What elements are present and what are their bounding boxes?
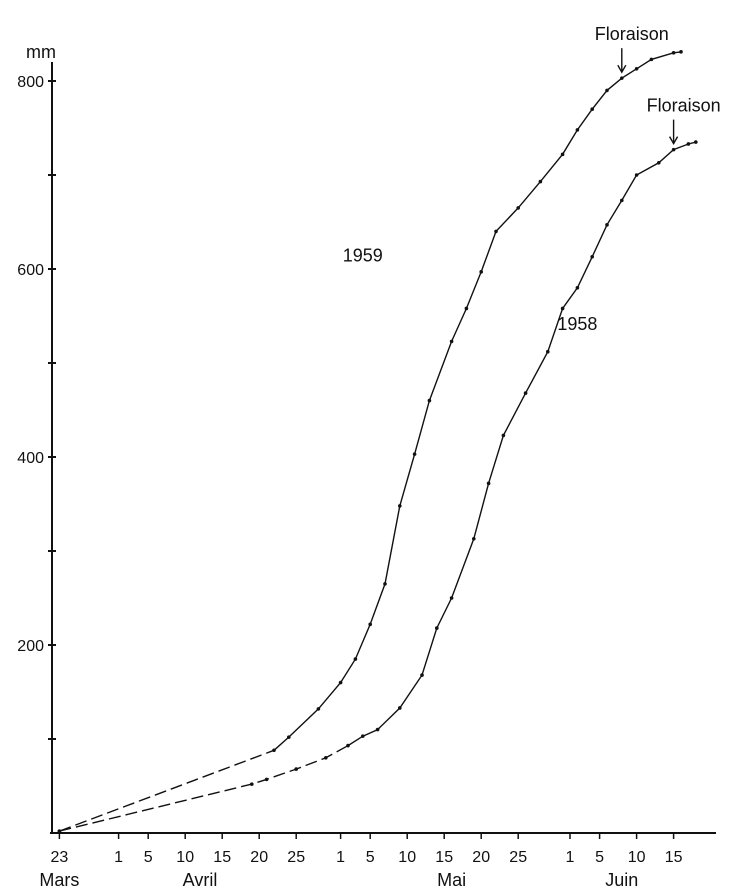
series-line-dashed	[59, 749, 275, 832]
data-point	[287, 735, 291, 739]
data-point	[620, 198, 624, 203]
month-label: Mai	[437, 870, 466, 890]
series-1958	[57, 140, 698, 833]
data-point	[464, 306, 469, 311]
data-point	[575, 286, 580, 290]
x-tick-label: 20	[472, 849, 490, 866]
data-point	[449, 596, 454, 600]
x-tick-label: 5	[595, 849, 604, 866]
data-point	[449, 339, 454, 344]
x-tick-label: 15	[213, 849, 231, 866]
data-point	[57, 829, 62, 833]
y-tick-label: 600	[17, 262, 44, 279]
x-tick-label: 5	[144, 849, 153, 866]
data-point	[560, 152, 565, 157]
series-label-1959: 1959	[343, 245, 383, 265]
data-point	[501, 433, 506, 438]
data-point	[412, 452, 417, 456]
data-point	[560, 306, 565, 311]
x-tick-label: 10	[628, 849, 646, 866]
data-point	[250, 782, 254, 786]
data-point	[324, 756, 328, 760]
data-point	[375, 727, 380, 732]
data-point	[338, 680, 343, 685]
data-point	[294, 767, 299, 771]
annotation-label: Floraison	[595, 24, 669, 44]
data-point	[427, 398, 432, 403]
data-point	[435, 626, 439, 630]
data-point	[546, 349, 550, 354]
axes: mm	[26, 42, 716, 834]
x-tick-label: 15	[435, 849, 453, 866]
data-point	[657, 160, 661, 165]
data-point	[398, 706, 402, 710]
x-tick-label: 23	[51, 849, 69, 866]
data-point	[620, 76, 624, 80]
data-point	[575, 128, 580, 132]
data-point	[368, 622, 373, 627]
x-tick-label: 1	[566, 849, 575, 866]
data-point	[686, 142, 691, 146]
y-tick-label: 800	[17, 74, 44, 91]
data-point	[649, 57, 654, 62]
annotation-label: Floraison	[647, 96, 721, 116]
data-point	[590, 254, 594, 259]
month-label: Avril	[183, 870, 218, 890]
series-line	[273, 51, 682, 751]
annotation-arrow-head	[617, 64, 627, 74]
series-layer	[57, 50, 698, 833]
x-tick-label: 10	[398, 849, 416, 866]
data-point	[361, 734, 365, 738]
y-tick-label: 200	[17, 638, 44, 655]
data-point	[486, 481, 491, 486]
x-tick-label: 1	[114, 849, 123, 866]
data-point	[494, 229, 498, 234]
data-point	[523, 391, 528, 395]
data-point	[679, 50, 683, 54]
data-point	[472, 536, 476, 541]
data-point	[605, 88, 609, 93]
data-point	[590, 107, 594, 111]
month-label: Juin	[605, 870, 638, 890]
data-point	[538, 179, 543, 184]
data-point	[272, 748, 276, 753]
month-label: Mars	[39, 870, 79, 890]
series-label-1958: 1958	[557, 314, 597, 334]
data-point	[516, 206, 520, 210]
data-point	[479, 270, 484, 274]
data-point	[398, 504, 402, 508]
y-tick-label: 400	[17, 450, 44, 467]
series-1959	[57, 50, 683, 833]
data-point	[671, 147, 676, 152]
x-tick-label: 25	[287, 849, 305, 866]
data-point	[605, 223, 609, 227]
annotation-arrow-head	[668, 136, 679, 146]
data-point	[634, 173, 639, 177]
data-point	[383, 582, 387, 586]
data-point	[264, 777, 269, 782]
series-line	[347, 141, 696, 747]
annotation-floraison: Floraison	[647, 96, 721, 146]
x-tick-label: 25	[509, 849, 527, 866]
data-point	[634, 66, 639, 71]
data-point	[346, 743, 350, 748]
data-point	[353, 657, 358, 661]
data-point	[316, 707, 321, 711]
x-tick-label: 5	[366, 849, 375, 866]
x-tick-label: 1	[336, 849, 345, 866]
annotation-floraison: Floraison	[595, 24, 669, 74]
data-point	[694, 140, 698, 144]
y-axis-unit-label: mm	[26, 42, 56, 62]
x-tick-label: 15	[665, 849, 683, 866]
x-tick-label: 20	[250, 849, 268, 866]
label-layer: 1959 1958 Floraison Floraison	[343, 24, 721, 334]
data-point	[420, 673, 424, 677]
x-tick-label: 10	[176, 849, 194, 866]
data-point	[671, 51, 676, 55]
series-line-dashed	[59, 744, 349, 832]
y-ticks: 200 400 600 800	[17, 74, 56, 740]
